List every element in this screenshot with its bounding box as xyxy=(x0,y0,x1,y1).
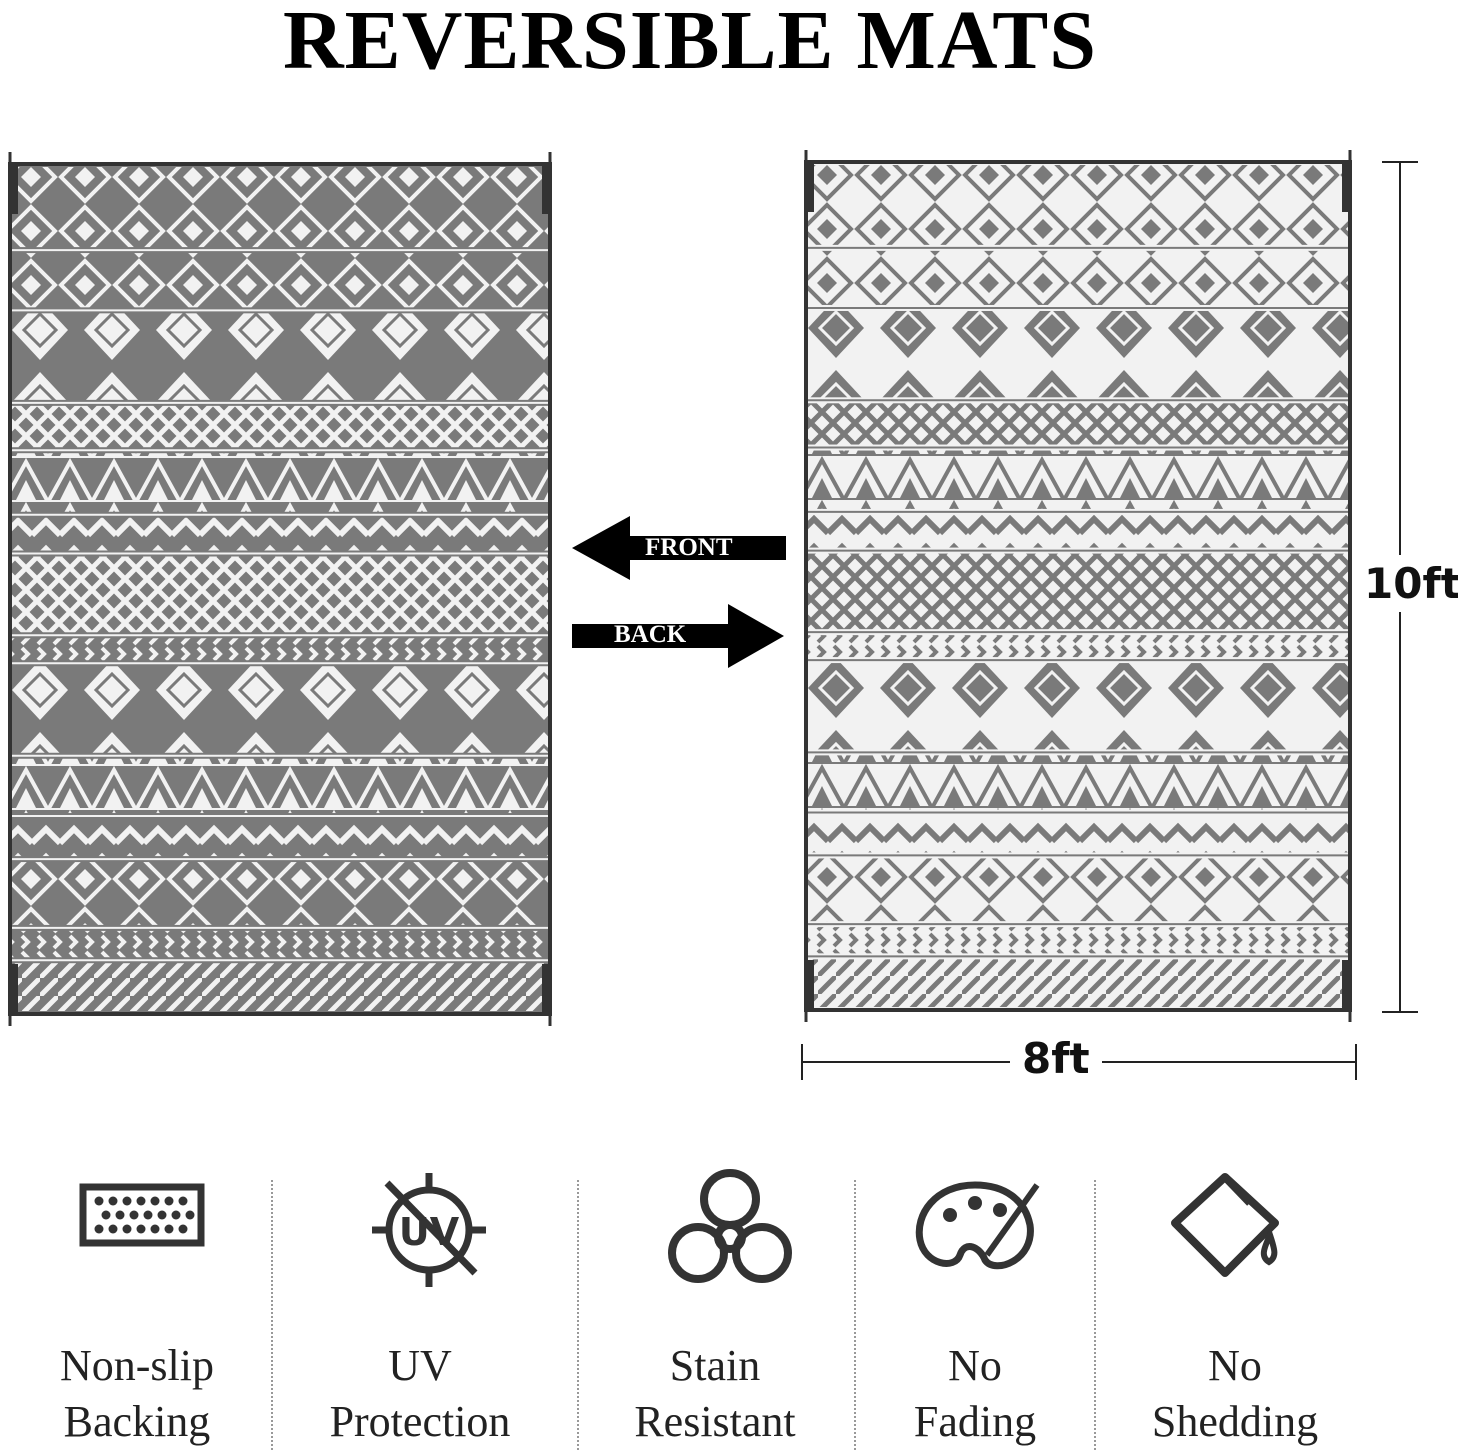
feature-label: UV Protection xyxy=(270,1338,570,1450)
mat-pattern-band xyxy=(10,167,550,248)
height-label: 10ft xyxy=(1364,555,1458,612)
mat-pattern-band xyxy=(806,553,1350,630)
mat-pattern-band xyxy=(806,755,1350,810)
feature-label-line2: Protection xyxy=(329,1397,511,1446)
corner-strap xyxy=(804,162,814,212)
back-label: BACK xyxy=(614,621,687,648)
mat-pattern-band xyxy=(10,313,550,400)
palette-icon xyxy=(915,1181,1040,1270)
mat-pattern-band xyxy=(806,815,1350,853)
mat-pattern-band xyxy=(806,165,1350,245)
mat-pattern-band xyxy=(10,666,550,753)
corner-strap xyxy=(542,164,552,214)
width-label: 8ft xyxy=(1010,1034,1102,1083)
non-slip-backing-icon xyxy=(79,1183,205,1247)
back-mat-image xyxy=(804,150,1352,1022)
feature-label-line2: Shedding xyxy=(1151,1397,1319,1446)
biohazard-icon xyxy=(668,1169,792,1283)
divider xyxy=(854,1180,856,1450)
mat-pattern-band xyxy=(806,403,1350,445)
feature-fading xyxy=(845,1165,1105,1285)
divider xyxy=(1094,1180,1096,1450)
mat-pattern-band xyxy=(806,635,1350,658)
paint-bucket-icon xyxy=(1171,1173,1279,1277)
feature-stain xyxy=(600,1165,860,1295)
mat-pattern-band xyxy=(806,927,1350,954)
feature-label-line2: Resistant xyxy=(634,1397,796,1446)
feature-label: Stain Resistant xyxy=(565,1338,865,1450)
feature-label: No Fading xyxy=(825,1338,1125,1450)
uv-protection-icon: UV xyxy=(372,1173,486,1287)
mat-pattern-band xyxy=(806,858,1350,922)
front-label: FRONT xyxy=(645,534,733,561)
mat-pattern-band xyxy=(806,310,1350,398)
mat-pattern-band xyxy=(806,450,1350,509)
corner-strap xyxy=(8,164,18,214)
feature-label-line1: Non-slip xyxy=(60,1341,214,1390)
feature-label-line1: No xyxy=(948,1341,1002,1390)
corner-strap xyxy=(8,964,18,1014)
corner-strap xyxy=(542,964,552,1014)
feature-label-line1: Stain xyxy=(669,1341,761,1390)
back-arrow-icon xyxy=(572,604,784,668)
page-title: REVERSIBLE MATS xyxy=(283,0,1097,87)
feature-label-line1: No xyxy=(1208,1341,1262,1390)
feature-label: Non-slip Backing xyxy=(0,1338,287,1450)
mat-pattern-band xyxy=(10,453,550,512)
mat-pattern-band xyxy=(806,514,1350,548)
front-mat-image xyxy=(8,152,552,1026)
feature-uv: UV xyxy=(302,1165,562,1295)
mat-pattern-band xyxy=(806,959,1350,1007)
mat-pattern-band xyxy=(10,963,550,1011)
mat-pattern-band xyxy=(10,862,550,925)
divider xyxy=(271,1180,273,1450)
mat-pattern-band xyxy=(806,250,1350,305)
feature-non-slip xyxy=(12,1165,272,1255)
front-arrow-icon xyxy=(572,516,786,580)
corner-strap xyxy=(1342,162,1352,212)
mat-pattern-band xyxy=(10,819,550,857)
mat-pattern-band xyxy=(10,638,550,661)
feature-label: No Shedding xyxy=(1085,1338,1385,1450)
feature-label-line2: Backing xyxy=(63,1397,211,1446)
mat-pattern-band xyxy=(10,253,550,308)
divider xyxy=(577,1180,579,1450)
feature-label-line1: UV xyxy=(388,1341,452,1390)
mat-pattern-band xyxy=(10,405,550,448)
corner-strap xyxy=(1342,960,1352,1010)
mat-pattern-band xyxy=(806,663,1350,750)
mat-pattern-band xyxy=(10,517,550,551)
feature-label-line2: Fading xyxy=(913,1397,1037,1446)
feature-shedding xyxy=(1100,1165,1360,1295)
corner-strap xyxy=(804,960,814,1010)
mat-pattern-band xyxy=(10,930,550,958)
mat-pattern-band xyxy=(10,556,550,633)
mat-pattern-band xyxy=(10,758,550,814)
